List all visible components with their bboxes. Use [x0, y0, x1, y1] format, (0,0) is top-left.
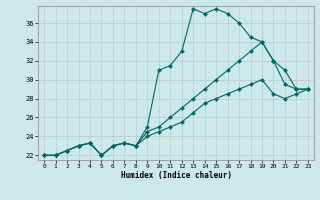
X-axis label: Humidex (Indice chaleur): Humidex (Indice chaleur)	[121, 171, 231, 180]
